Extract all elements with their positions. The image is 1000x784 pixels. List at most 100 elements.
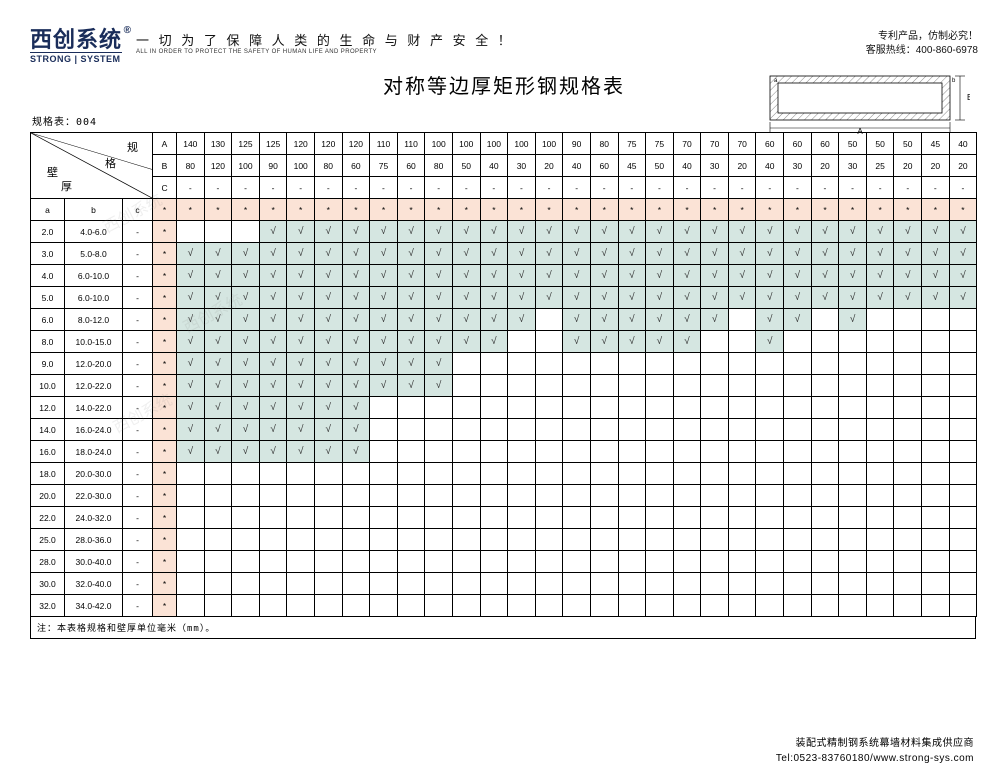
cell-13-14 (563, 507, 591, 529)
cell-a-3: 5.0 (31, 287, 65, 309)
cell-14-17 (646, 529, 674, 551)
cell-5-27 (922, 331, 950, 353)
cell-b-12: 22.0-30.0 (65, 485, 123, 507)
head-A-2: 125 (232, 133, 260, 155)
logo-block: 西创系统 ® STRONG | SYSTEM 一 切 为 了 保 障 人 类 的… (30, 28, 978, 64)
cell-4-27 (922, 309, 950, 331)
logo-cn: 西创系统 ® (30, 28, 122, 51)
cell-14-18 (673, 529, 701, 551)
cell-7-9: √ (425, 375, 453, 397)
cell-11-27 (922, 463, 950, 485)
cell-13-22 (784, 507, 812, 529)
cell-17-6 (342, 595, 370, 617)
dim-B: B (967, 93, 970, 102)
cell-15-19 (701, 551, 729, 573)
cell-star-16: * (153, 573, 177, 595)
cell-5-11: √ (480, 331, 508, 353)
cell-2-17: √ (646, 265, 674, 287)
cell-10-18 (673, 441, 701, 463)
cell-14-20 (728, 529, 756, 551)
cell-3-20: √ (728, 287, 756, 309)
slogan-en: ALL IN ORDER TO PROTECT THE SAFETY OF HU… (136, 49, 514, 55)
head-A-17: 75 (646, 133, 674, 155)
cell-b-1: 5.0-8.0 (65, 243, 123, 265)
cell-12-0 (177, 485, 205, 507)
cell-16-19 (701, 573, 729, 595)
cell-0-6: √ (342, 221, 370, 243)
cell-14-1 (204, 529, 232, 551)
head-label-B: B (153, 155, 177, 177)
cell-2-8: √ (397, 265, 425, 287)
cell-13-9 (425, 507, 453, 529)
cell-17-1 (204, 595, 232, 617)
cell-11-10 (452, 463, 480, 485)
cell-11-18 (673, 463, 701, 485)
head-B-0: 80 (177, 155, 205, 177)
cell-2-23: √ (811, 265, 839, 287)
cell-3-1: √ (204, 287, 232, 309)
cell-1-6: √ (342, 243, 370, 265)
cell-17-22 (784, 595, 812, 617)
cell-12-5 (314, 485, 342, 507)
cell-7-8: √ (397, 375, 425, 397)
head-C-1: - (204, 177, 232, 199)
cell-12-1 (204, 485, 232, 507)
cell-6-25 (866, 353, 894, 375)
cell-7-19 (701, 375, 729, 397)
cell-17-27 (922, 595, 950, 617)
cell-10-9 (425, 441, 453, 463)
head-C-5: - (314, 177, 342, 199)
cell-c-17: - (123, 595, 153, 617)
cell-b-2: 6.0-10.0 (65, 265, 123, 287)
head-C-17: - (646, 177, 674, 199)
cell-8-12 (508, 397, 536, 419)
cell-b-8: 14.0-22.0 (65, 397, 123, 419)
cell-11-25 (866, 463, 894, 485)
cell-4-28 (949, 309, 977, 331)
cell-7-26 (894, 375, 922, 397)
cell-3-3: √ (259, 287, 287, 309)
cell-16-9 (425, 573, 453, 595)
cell-b-13: 24.0-32.0 (65, 507, 123, 529)
cell-13-5 (314, 507, 342, 529)
patent-line: 专利产品，仿制必究！ (866, 30, 978, 44)
cell-star-11: * (153, 463, 177, 485)
cell-3-21: √ (756, 287, 784, 309)
cell-11-6 (342, 463, 370, 485)
cell-star-6: * (153, 353, 177, 375)
cell-15-21 (756, 551, 784, 573)
cell-8-9 (425, 397, 453, 419)
cell-5-10: √ (452, 331, 480, 353)
cell-b-6: 12.0-20.0 (65, 353, 123, 375)
cell-5-5: √ (314, 331, 342, 353)
cell-12-26 (894, 485, 922, 507)
cell-c-1: - (123, 243, 153, 265)
cell-3-12: √ (508, 287, 536, 309)
cell-4-15: √ (590, 309, 618, 331)
cell-10-14 (563, 441, 591, 463)
cell-10-4: √ (287, 441, 315, 463)
cell-b-7: 12.0-22.0 (65, 375, 123, 397)
cell-0-3: √ (259, 221, 287, 243)
cell-4-17: √ (646, 309, 674, 331)
cell-star-12: * (153, 485, 177, 507)
cell-0-1 (204, 221, 232, 243)
page: 西创系统 西创系统 西创系统 西创系统 ® STRONG | SYSTEM 一 … (0, 0, 1000, 784)
cell-2-3: √ (259, 265, 287, 287)
cell-9-4: √ (287, 419, 315, 441)
cell-0-13: √ (535, 221, 563, 243)
cell-1-15: √ (590, 243, 618, 265)
cell-8-4: √ (287, 397, 315, 419)
cell-14-11 (480, 529, 508, 551)
cell-8-21 (756, 397, 784, 419)
cell-6-23 (811, 353, 839, 375)
head-B-28: 20 (949, 155, 977, 177)
dim-b-small: b (952, 78, 956, 84)
cell-8-18 (673, 397, 701, 419)
cell-8-13 (535, 397, 563, 419)
cell-16-10 (452, 573, 480, 595)
cell-12-13 (535, 485, 563, 507)
cell-15-10 (452, 551, 480, 573)
head-C-2: - (232, 177, 260, 199)
cell-10-7 (370, 441, 398, 463)
